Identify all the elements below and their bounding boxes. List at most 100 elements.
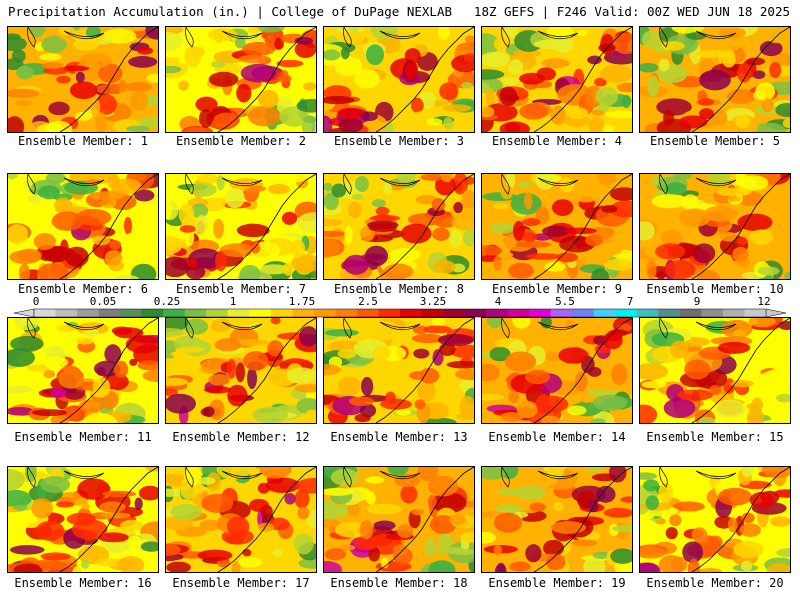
precipitation-field xyxy=(640,318,790,423)
ensemble-member-map xyxy=(323,26,475,133)
colorbar-swatch xyxy=(508,309,530,317)
colorbar-swatch xyxy=(77,309,99,317)
colorbar-tick-label: 1.75 xyxy=(289,296,316,308)
colorbar-swatch xyxy=(744,309,766,317)
precipitation-field xyxy=(640,174,790,279)
precipitation-field xyxy=(640,27,790,132)
colorbar-scale xyxy=(0,296,800,320)
ensemble-member-map xyxy=(323,466,475,573)
ensemble-member-map xyxy=(7,173,159,280)
ensemble-member-label: Ensemble Member: 17 xyxy=(162,576,320,590)
colorbar-swatch xyxy=(292,309,314,317)
ensemble-member-label: Ensemble Member: 1 xyxy=(4,134,162,148)
colorbar-swatch xyxy=(378,309,400,317)
precipitation-field xyxy=(166,467,316,572)
precipitation-field xyxy=(8,27,158,132)
colorbar-swatch xyxy=(56,309,78,317)
ensemble-member-label: Ensemble Member: 16 xyxy=(4,576,162,590)
ensemble-member-map xyxy=(7,26,159,133)
colorbar-swatch xyxy=(422,309,444,317)
colorbar-swatch xyxy=(529,309,551,317)
precipitation-field xyxy=(8,467,158,572)
ensemble-member-label: Ensemble Member: 19 xyxy=(478,576,636,590)
colorbar-tick-label: 9 xyxy=(694,296,701,308)
ensemble-member-label: Ensemble Member: 7 xyxy=(162,282,320,296)
colorbar-tick-label: 1 xyxy=(230,296,237,308)
colorbar-swatch xyxy=(142,309,164,317)
ensemble-member-label: Ensemble Member: 2 xyxy=(162,134,320,148)
colorbar-max-arrow xyxy=(766,309,786,317)
colorbar-swatch xyxy=(658,309,680,317)
ensemble-member-map xyxy=(323,173,475,280)
ensemble-member-map xyxy=(481,317,633,424)
precipitation-field xyxy=(482,174,632,279)
precipitation-field xyxy=(166,174,316,279)
precipitation-field xyxy=(8,174,158,279)
colorbar-swatch xyxy=(400,309,422,317)
ensemble-member-map xyxy=(481,26,633,133)
ensemble-member-map xyxy=(7,317,159,424)
colorbar-tick-label: 4 xyxy=(495,296,502,308)
colorbar-swatch xyxy=(228,309,250,317)
ensemble-member-map xyxy=(639,173,791,280)
colorbar-swatch xyxy=(357,309,379,317)
ensemble-member-label: Ensemble Member: 14 xyxy=(478,430,636,444)
colorbar-swatch xyxy=(34,309,56,317)
ensemble-member-map xyxy=(7,466,159,573)
colorbar-swatch xyxy=(723,309,745,317)
colorbar-swatch xyxy=(443,309,465,317)
colorbar-tick-label: 0.05 xyxy=(90,296,117,308)
colorbar-swatch xyxy=(335,309,357,317)
ensemble-member-label: Ensemble Member: 10 xyxy=(636,282,794,296)
precipitation-field xyxy=(640,467,790,572)
ensemble-member-label: Ensemble Member: 3 xyxy=(320,134,478,148)
colorbar-swatch xyxy=(163,309,185,317)
colorbar-swatch xyxy=(572,309,594,317)
colorbar-swatch xyxy=(465,309,487,317)
ensemble-member-label: Ensemble Member: 5 xyxy=(636,134,794,148)
colorbar-swatch xyxy=(680,309,702,317)
precipitation-field xyxy=(482,467,632,572)
colorbar-swatch xyxy=(637,309,659,317)
ensemble-member-label: Ensemble Member: 11 xyxy=(4,430,162,444)
colorbar-tick-label: 2.5 xyxy=(358,296,378,308)
ensemble-member-label: Ensemble Member: 18 xyxy=(320,576,478,590)
precipitation-field xyxy=(8,318,158,423)
precipitation-field xyxy=(324,27,474,132)
colorbar-swatch xyxy=(120,309,142,317)
ensemble-member-map xyxy=(165,466,317,573)
ensemble-member-map xyxy=(323,317,475,424)
colorbar-swatch xyxy=(615,309,637,317)
ensemble-member-map xyxy=(639,466,791,573)
colorbar-swatch xyxy=(185,309,207,317)
ensemble-member-label: Ensemble Member: 15 xyxy=(636,430,794,444)
colorbar-tick-label: 0 xyxy=(33,296,40,308)
colorbar-swatch xyxy=(271,309,293,317)
precipitation-colorbar: 0 0.05 0.25 1 1.75 2.5 3.25 4 5.5 7 9 12 xyxy=(0,296,800,320)
ensemble-member-map xyxy=(639,317,791,424)
ensemble-member-map xyxy=(639,26,791,133)
colorbar-swatch xyxy=(206,309,228,317)
precipitation-field xyxy=(482,318,632,423)
colorbar-tick-label: 3.25 xyxy=(420,296,447,308)
ensemble-member-map xyxy=(481,173,633,280)
ensemble-member-label: Ensemble Member: 8 xyxy=(320,282,478,296)
ensemble-member-label: Ensemble Member: 13 xyxy=(320,430,478,444)
precipitation-field xyxy=(324,467,474,572)
ensemble-member-label: Ensemble Member: 4 xyxy=(478,134,636,148)
ensemble-member-map xyxy=(165,317,317,424)
precipitation-field xyxy=(324,318,474,423)
colorbar-swatch xyxy=(99,309,121,317)
precipitation-field xyxy=(166,27,316,132)
colorbar-tick-label: 0.25 xyxy=(154,296,181,308)
ensemble-member-label: Ensemble Member: 6 xyxy=(4,282,162,296)
precipitation-field xyxy=(324,174,474,279)
colorbar-tick-label: 12 xyxy=(757,296,770,308)
ensemble-member-map xyxy=(481,466,633,573)
ensemble-member-map xyxy=(165,173,317,280)
colorbar-tick-label: 5.5 xyxy=(555,296,575,308)
precipitation-field xyxy=(166,318,316,423)
colorbar-swatch xyxy=(314,309,336,317)
precipitation-field xyxy=(482,27,632,132)
ensemble-member-label: Ensemble Member: 20 xyxy=(636,576,794,590)
